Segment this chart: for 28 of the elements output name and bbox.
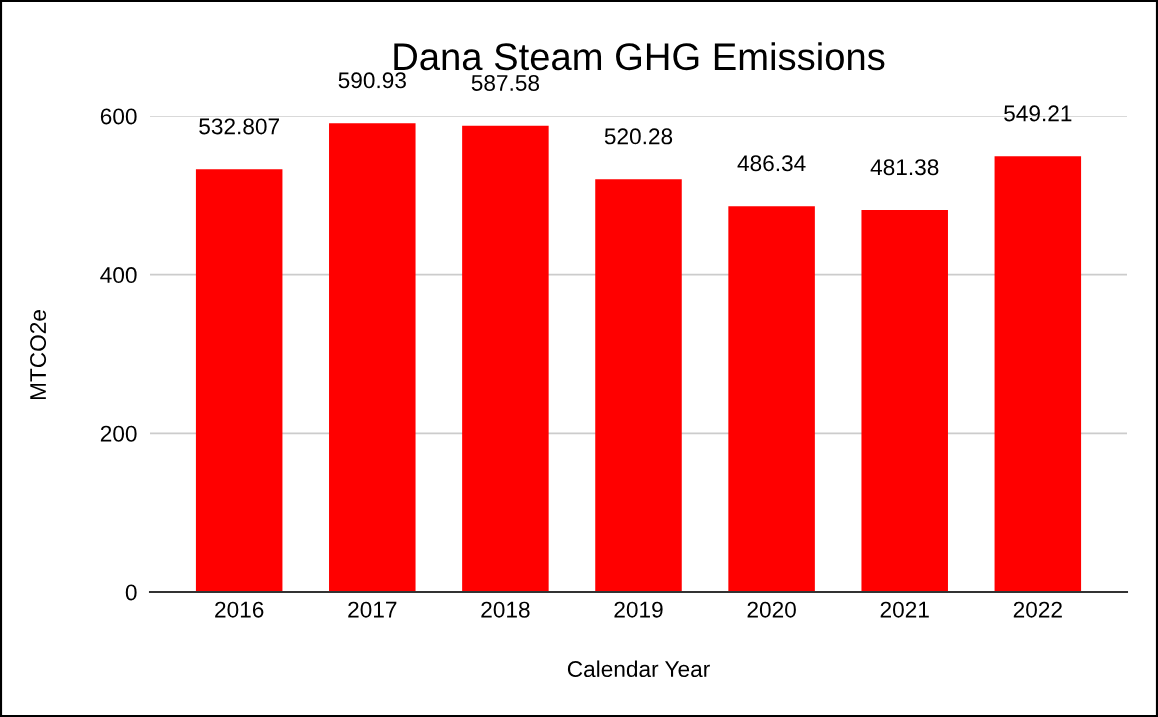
- x-tick-label: 2016: [215, 601, 264, 618]
- y-tick-label: 400: [100, 267, 137, 284]
- bar: [195, 169, 283, 592]
- x-tick-label: 2020: [747, 601, 796, 618]
- data-label: 549.21: [1004, 105, 1072, 122]
- x-tick-label: 2017: [348, 601, 397, 618]
- y-tick-label: 200: [100, 425, 137, 442]
- data-label: 481.38: [870, 159, 939, 176]
- bar: [462, 125, 549, 592]
- x-tick-label: 2022: [1013, 601, 1062, 618]
- data-label: 587.58: [471, 74, 540, 91]
- data-label: 486.34: [737, 155, 806, 172]
- bar: [329, 123, 416, 592]
- data-label: 590.93: [338, 72, 406, 89]
- y-axis-title: MTCO2e: [30, 310, 47, 400]
- data-label: 520.28: [604, 128, 673, 145]
- x-tick-label: 2021: [880, 601, 929, 618]
- data-label: 532.807: [199, 118, 279, 135]
- x-tick-label: 2019: [614, 601, 663, 618]
- bar: [728, 206, 815, 592]
- y-tick-label: 0: [125, 584, 137, 601]
- x-axis-title: Calendar Year: [567, 660, 710, 678]
- chart-title: Dana Steam GHG Emissions: [394, 42, 885, 71]
- y-tick-label: 600: [100, 108, 137, 125]
- bar: [595, 179, 682, 592]
- bar: [861, 210, 948, 592]
- bar: [994, 156, 1082, 592]
- x-tick-label: 2018: [481, 601, 530, 618]
